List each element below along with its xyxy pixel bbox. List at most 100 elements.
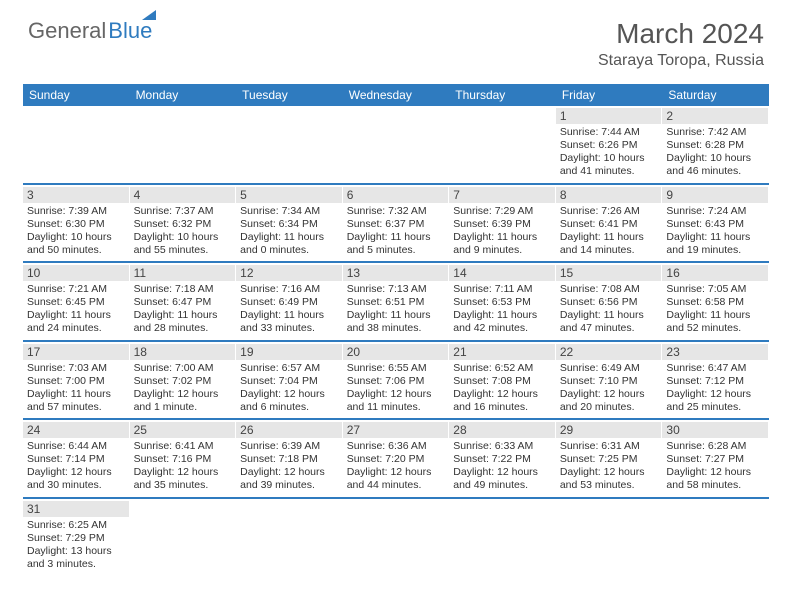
day-details: Sunrise: 7:13 AMSunset: 6:51 PMDaylight:… (347, 283, 445, 336)
day-cell: 14Sunrise: 7:11 AMSunset: 6:53 PMDayligh… (449, 263, 556, 340)
sunrise-text: Sunrise: 6:44 AM (27, 440, 125, 453)
daylight-text: Daylight: 11 hours and 52 minutes. (666, 309, 764, 335)
sunrise-text: Sunrise: 7:16 AM (240, 283, 338, 296)
day-cell: 26Sunrise: 6:39 AMSunset: 7:18 PMDayligh… (236, 420, 343, 497)
daylight-text: Daylight: 11 hours and 24 minutes. (27, 309, 125, 335)
day-number (343, 108, 449, 110)
daylight-text: Daylight: 12 hours and 44 minutes. (347, 466, 445, 492)
day-number: 19 (236, 344, 342, 360)
sunrise-text: Sunrise: 6:33 AM (453, 440, 551, 453)
day-number: 7 (449, 187, 555, 203)
day-number: 18 (130, 344, 236, 360)
day-cell: 5Sunrise: 7:34 AMSunset: 6:34 PMDaylight… (236, 185, 343, 262)
sunrise-text: Sunrise: 7:37 AM (134, 205, 232, 218)
daylight-text: Daylight: 10 hours and 50 minutes. (27, 231, 125, 257)
daylight-text: Daylight: 11 hours and 57 minutes. (27, 388, 125, 414)
day-number: 28 (449, 422, 555, 438)
day-number (130, 108, 236, 110)
daylight-text: Daylight: 13 hours and 3 minutes. (27, 545, 125, 571)
day-number (449, 501, 555, 503)
day-number: 27 (343, 422, 449, 438)
sunset-text: Sunset: 6:34 PM (240, 218, 338, 231)
day-details: Sunrise: 7:29 AMSunset: 6:39 PMDaylight:… (453, 205, 551, 258)
daylight-text: Daylight: 12 hours and 25 minutes. (666, 388, 764, 414)
day-cell: 9Sunrise: 7:24 AMSunset: 6:43 PMDaylight… (662, 185, 769, 262)
day-details: Sunrise: 7:32 AMSunset: 6:37 PMDaylight:… (347, 205, 445, 258)
day-cell (449, 499, 556, 576)
sunrise-text: Sunrise: 7:42 AM (666, 126, 764, 139)
day-details: Sunrise: 6:33 AMSunset: 7:22 PMDaylight:… (453, 440, 551, 493)
header: General Blue March 2024 Staraya Toropa, … (0, 0, 792, 78)
sunset-text: Sunset: 6:56 PM (560, 296, 658, 309)
day-cell (236, 499, 343, 576)
day-cell: 25Sunrise: 6:41 AMSunset: 7:16 PMDayligh… (130, 420, 237, 497)
daylight-text: Daylight: 12 hours and 49 minutes. (453, 466, 551, 492)
day-cell: 24Sunrise: 6:44 AMSunset: 7:14 PMDayligh… (23, 420, 130, 497)
day-cell: 3Sunrise: 7:39 AMSunset: 6:30 PMDaylight… (23, 185, 130, 262)
day-header: Saturday (662, 84, 769, 106)
day-number: 8 (556, 187, 662, 203)
week-row: 3Sunrise: 7:39 AMSunset: 6:30 PMDaylight… (23, 185, 769, 264)
sunset-text: Sunset: 7:06 PM (347, 375, 445, 388)
sunrise-text: Sunrise: 6:49 AM (560, 362, 658, 375)
week-row: 1Sunrise: 7:44 AMSunset: 6:26 PMDaylight… (23, 106, 769, 185)
day-header: Thursday (449, 84, 556, 106)
daylight-text: Daylight: 12 hours and 1 minute. (134, 388, 232, 414)
day-header: Monday (130, 84, 237, 106)
sunset-text: Sunset: 6:43 PM (666, 218, 764, 231)
day-cell: 13 Sunrise: 7:13 AMSunset: 6:51 PMDayligh… (343, 263, 450, 340)
sunrise-text: Sunrise: 6:52 AM (453, 362, 551, 375)
day-number: 13 (343, 265, 449, 281)
day-details: Sunrise: 7:16 AMSunset: 6:49 PMDaylight:… (240, 283, 338, 336)
sunrise-text: Sunrise: 7:05 AM (666, 283, 764, 296)
sunrise-text: Sunrise: 7:18 AM (134, 283, 232, 296)
day-number (662, 501, 768, 503)
sunset-text: Sunset: 6:45 PM (27, 296, 125, 309)
day-details: Sunrise: 7:08 AMSunset: 6:56 PMDaylight:… (560, 283, 658, 336)
day-cell: 8Sunrise: 7:26 AMSunset: 6:41 PMDaylight… (556, 185, 663, 262)
sunset-text: Sunset: 6:39 PM (453, 218, 551, 231)
day-number: 15 (556, 265, 662, 281)
day-cell (343, 499, 450, 576)
sunset-text: Sunset: 6:51 PM (347, 296, 445, 309)
day-details: Sunrise: 6:25 AMSunset: 7:29 PMDaylight:… (27, 519, 125, 572)
logo-triangle-icon (142, 10, 156, 20)
sunset-text: Sunset: 7:12 PM (666, 375, 764, 388)
logo: General Blue (28, 18, 152, 44)
day-cell: 27Sunrise: 6:36 AMSunset: 7:20 PMDayligh… (343, 420, 450, 497)
sunset-text: Sunset: 7:20 PM (347, 453, 445, 466)
sunset-text: Sunset: 6:53 PM (453, 296, 551, 309)
sunrise-text: Sunrise: 7:34 AM (240, 205, 338, 218)
sunset-text: Sunset: 7:18 PM (240, 453, 338, 466)
day-cell: 17Sunrise: 7:03 AMSunset: 7:00 PMDayligh… (23, 342, 130, 419)
day-header-row: SundayMondayTuesdayWednesdayThursdayFrid… (23, 84, 769, 106)
sunrise-text: Sunrise: 7:26 AM (560, 205, 658, 218)
sunset-text: Sunset: 7:16 PM (134, 453, 232, 466)
sunrise-text: Sunrise: 6:39 AM (240, 440, 338, 453)
sunset-text: Sunset: 6:26 PM (560, 139, 658, 152)
week-row: 24Sunrise: 6:44 AMSunset: 7:14 PMDayligh… (23, 420, 769, 499)
sunset-text: Sunset: 6:47 PM (134, 296, 232, 309)
day-number: 20 (343, 344, 449, 360)
day-number (23, 108, 129, 110)
day-number (236, 501, 342, 503)
daylight-text: Daylight: 12 hours and 6 minutes. (240, 388, 338, 414)
daylight-text: Daylight: 12 hours and 53 minutes. (560, 466, 658, 492)
sunrise-text: Sunrise: 6:55 AM (347, 362, 445, 375)
day-cell (130, 106, 237, 183)
daylight-text: Daylight: 11 hours and 33 minutes. (240, 309, 338, 335)
logo-text-general: General (28, 18, 106, 44)
day-details: Sunrise: 7:00 AMSunset: 7:02 PMDaylight:… (134, 362, 232, 415)
day-cell: 22Sunrise: 6:49 AMSunset: 7:10 PMDayligh… (556, 342, 663, 419)
title-block: March 2024 Staraya Toropa, Russia (598, 18, 764, 70)
week-row: 31Sunrise: 6:25 AMSunset: 7:29 PMDayligh… (23, 499, 769, 576)
day-cell (449, 106, 556, 183)
day-details: Sunrise: 7:21 AMSunset: 6:45 PMDaylight:… (27, 283, 125, 336)
day-number: 9 (662, 187, 768, 203)
day-cell (662, 499, 769, 576)
day-number: 24 (23, 422, 129, 438)
day-number: 26 (236, 422, 342, 438)
day-number: 3 (23, 187, 129, 203)
day-details: Sunrise: 6:41 AMSunset: 7:16 PMDaylight:… (134, 440, 232, 493)
daylight-text: Daylight: 10 hours and 41 minutes. (560, 152, 658, 178)
